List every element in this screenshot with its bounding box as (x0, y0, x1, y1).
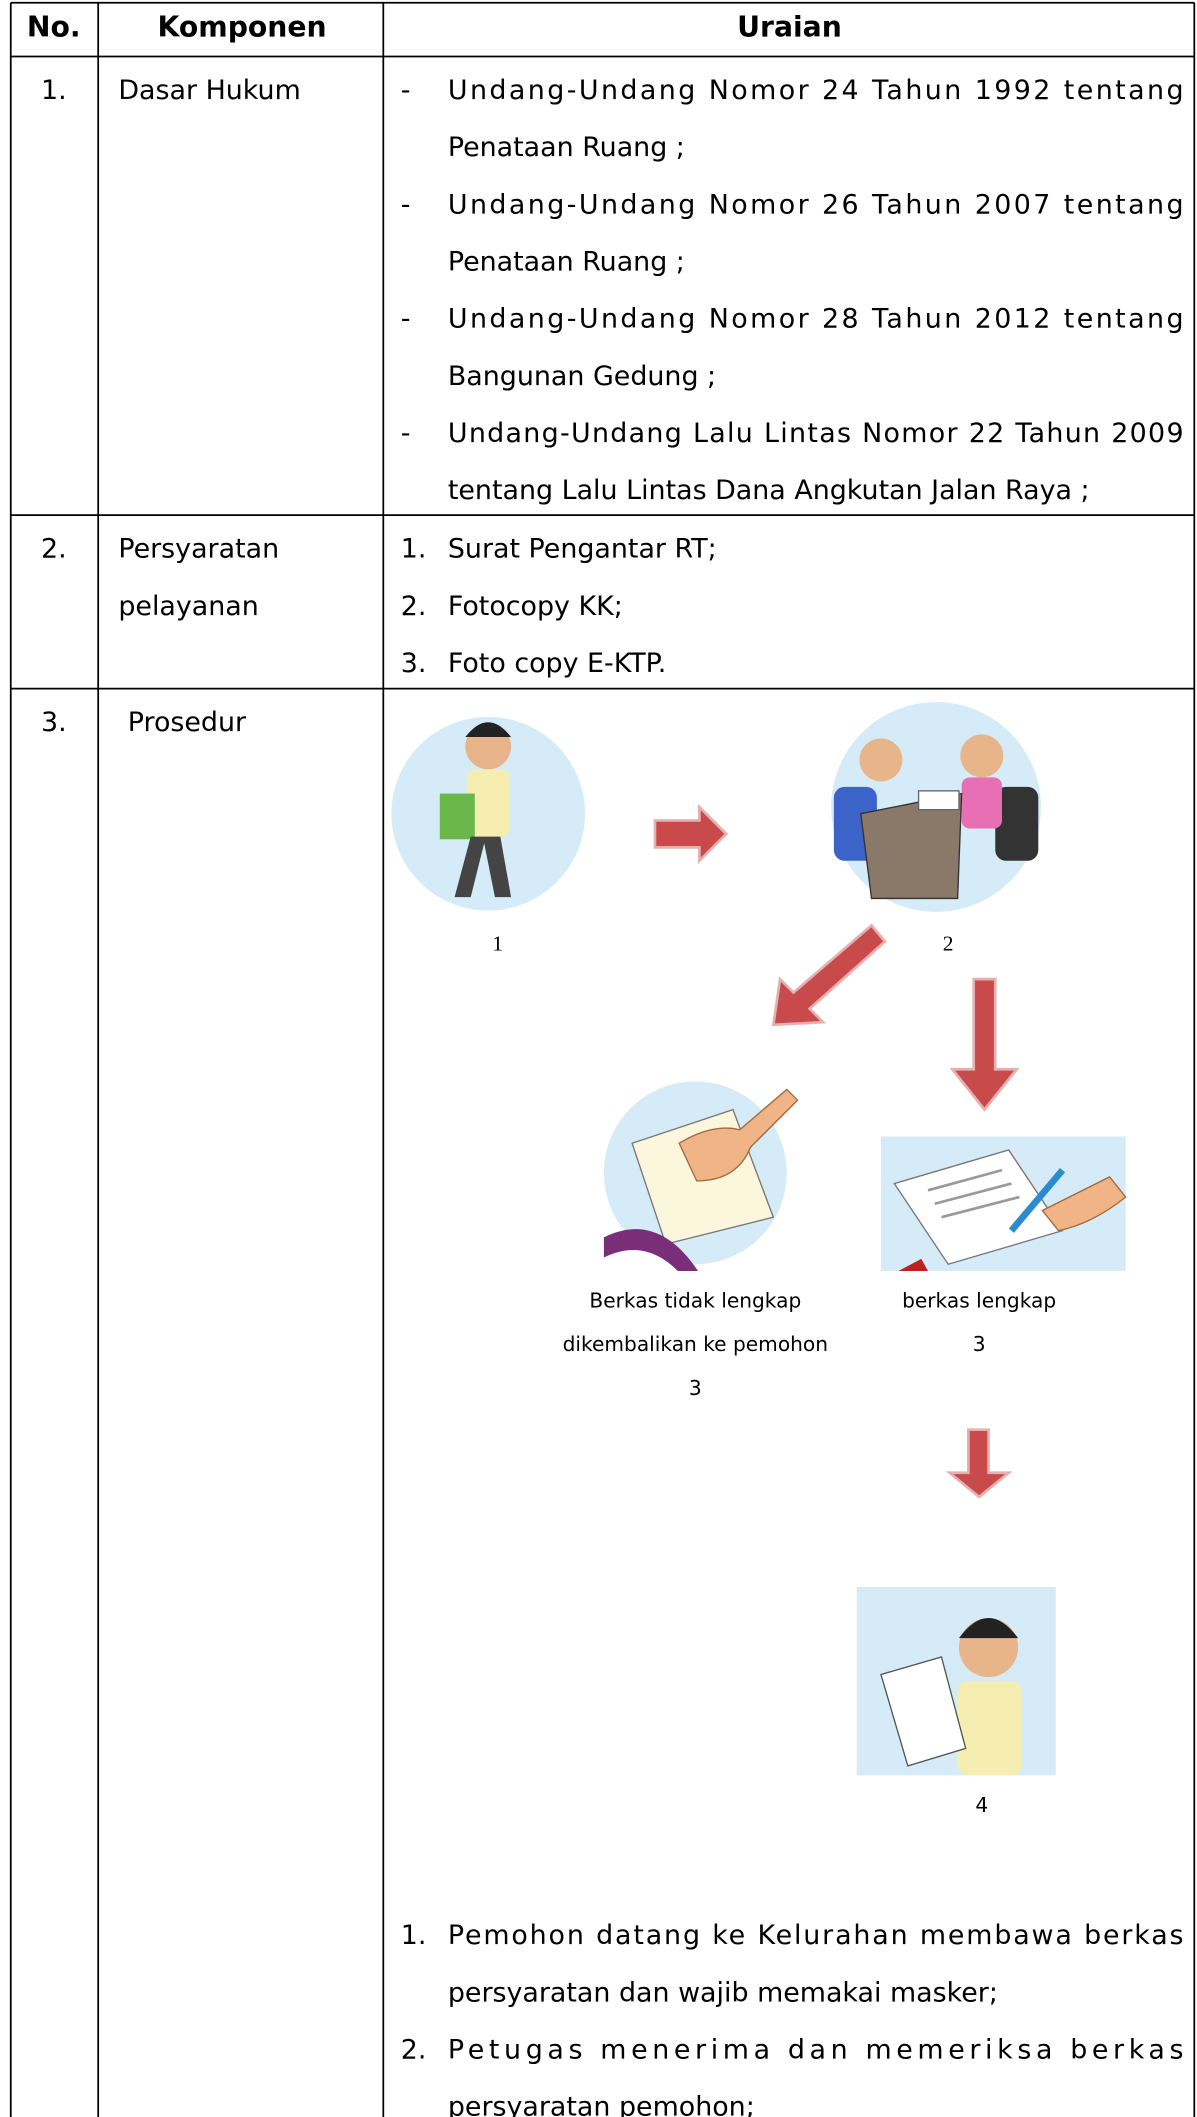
diagram-label: 1 (492, 931, 503, 955)
item-text: persyaratan dan wajib memakai masker; (448, 1977, 998, 2008)
illustration-hair (958, 1617, 1019, 1639)
illustration-paper (917, 790, 960, 811)
item-marker: - (401, 189, 411, 220)
illustration-head (859, 738, 903, 782)
arrow-down (945, 1428, 1013, 1499)
item-text: Undang-Undang Nomor 24 Tahun 1992 tentan… (448, 75, 1184, 106)
illustration-hair (465, 722, 512, 738)
arrow-diagonal (771, 923, 887, 1027)
item-marker: 1. (401, 1920, 427, 1951)
item-marker: 3. (401, 648, 427, 679)
item-text: Fotocopy KK; (448, 591, 623, 622)
item-text: Penataan Ruang ; (448, 246, 685, 277)
item-text: Surat Pengantar RT; (448, 534, 717, 565)
illustration-body (957, 1681, 1023, 1776)
component: Prosedur (128, 707, 247, 738)
item-marker: 1. (401, 534, 427, 565)
item-marker: - (401, 304, 411, 335)
diagram-label: 3 (689, 1376, 702, 1400)
arrows (653, 803, 1020, 1499)
item-text: persyaratan pemohon; (448, 2092, 755, 2117)
table-text: No. Komponen Uraian 1. Dasar Hukum - Undang-Un… (27, 10, 1184, 2117)
illustration-head (960, 734, 1004, 778)
header-cell: Komponen (158, 10, 327, 43)
illustration-folder (439, 793, 475, 840)
component: pelayanan (118, 591, 258, 622)
row-number: 1. (41, 75, 67, 106)
diagram-label: 4 (975, 1793, 988, 1817)
row-number: 3. (41, 707, 67, 738)
illustration-ribbon (603, 1229, 699, 1272)
item-marker: - (401, 75, 411, 106)
component: Persyaratan (118, 534, 279, 565)
illustration-body (466, 769, 510, 837)
illustration-legs (454, 836, 512, 898)
illustration-paper (880, 1656, 967, 1767)
item-marker: 2. (401, 591, 427, 622)
diagram-label: 2 (943, 931, 954, 955)
item-text: Undang-Undang Nomor 26 Tahun 2007 tentan… (448, 189, 1184, 220)
row-number: 2. (41, 534, 67, 565)
illustrations (391, 702, 1127, 1776)
item-text: Foto copy E-KTP. (448, 648, 666, 679)
header-cell: No. (27, 10, 81, 43)
component: Dasar Hukum (118, 75, 300, 106)
item-text: Undang-Undang Lalu Lintas Nomor 22 Tahun… (448, 418, 1184, 449)
item-text: tentang Lalu Lintas Dana Angkutan Jalan … (448, 475, 1090, 506)
illustration-pen (1008, 1167, 1066, 1233)
diagram-label: dikembalikan ke pemohon (563, 1332, 828, 1356)
illustration-hand (1041, 1176, 1127, 1232)
item-text: Bangunan Gedung ; (448, 361, 716, 392)
illustration-chair (995, 786, 1039, 861)
arrow-down (949, 977, 1020, 1112)
table-rules (9, 1, 1196, 2117)
illustration-writing (927, 1168, 1020, 1219)
item-marker: 2. (401, 2035, 427, 2066)
diagram-label: berkas lengkap (902, 1288, 1056, 1312)
arrow-right (653, 803, 729, 865)
illustration-body (961, 777, 1002, 829)
item-text: Penataan Ruang ; (448, 132, 685, 163)
illustration-ribbon (898, 1258, 929, 1272)
diagram-label: 3 (973, 1332, 986, 1356)
item-text: Pemohon datang ke Kelurahan membawa berk… (448, 1920, 1184, 1951)
header-cell: Uraian (737, 10, 842, 43)
illustration-hand (678, 1088, 799, 1182)
item-text: Undang-Undang Nomor 28 Tahun 2012 tentan… (448, 304, 1184, 335)
diagram-label: Berkas tidak lengkap (589, 1288, 801, 1312)
item-marker: - (401, 418, 411, 449)
item-text: Petugas menerima dan memeriksa berkas (448, 2035, 1184, 2066)
